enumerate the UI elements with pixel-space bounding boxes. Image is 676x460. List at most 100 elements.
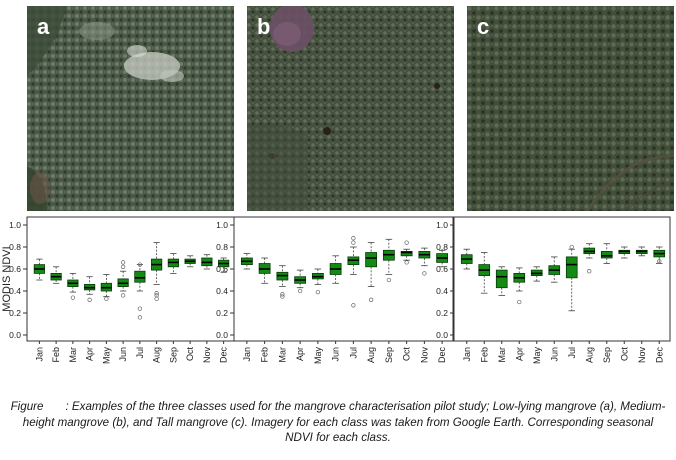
y-tick-label: 1.0 (436, 220, 448, 230)
box-may: May (311, 268, 324, 365)
box-apr: Apr (294, 269, 307, 361)
figure-caption: Figure: Examples of the three classes us… (8, 399, 668, 446)
x-tick-label: Sep (384, 347, 394, 363)
x-tick-label: Jun (118, 347, 128, 362)
box-iqr (400, 251, 413, 257)
box-iqr (495, 269, 508, 289)
x-tick-label: Oct (185, 347, 195, 362)
box-aug: Aug (583, 243, 596, 363)
box-iqr (600, 251, 613, 259)
plot-frame (453, 216, 671, 342)
x-tick-label: Jul (348, 347, 358, 359)
x-tick-label: May (313, 347, 323, 365)
outlier-point (386, 277, 392, 283)
box-jun: Jun (329, 255, 342, 362)
x-tick-label: Oct (619, 347, 629, 362)
x-tick-label: Feb (51, 347, 61, 363)
plot-frame (233, 216, 454, 342)
box-jan: Jan (33, 258, 45, 362)
outlier-point (404, 240, 409, 245)
y-tick-label: 0.0 (216, 330, 228, 340)
box-oct: Oct (618, 246, 631, 362)
y-tick-label: 0.8 (216, 242, 228, 252)
outlier-point (137, 306, 143, 311)
box-nov: Nov (201, 254, 213, 363)
outlier-point (120, 264, 126, 269)
outlier-point (154, 293, 159, 298)
outlier-point (87, 297, 92, 302)
x-tick-label: Jan (242, 347, 252, 362)
y-tick-label: 0.2 (436, 308, 448, 318)
box-jan: Jan (460, 248, 473, 362)
y-tick-label: 0.8 (9, 242, 21, 252)
box-oct: Oct (400, 240, 413, 362)
x-tick-label: Jan (462, 347, 472, 362)
box-may: May (530, 266, 543, 364)
x-tick-label: Aug (366, 347, 376, 363)
chart-tall: 0.0 0.2 0.4 0.6 0.8 1.0 Jan Feb Mar Apr May Jun Jul A… (436, 216, 671, 364)
y-tick-label: 1.0 (216, 220, 228, 230)
outlier-point (70, 295, 76, 300)
outlier-point (315, 289, 321, 295)
x-tick-label: May (101, 347, 111, 365)
box-oct: Oct (184, 255, 196, 362)
box-nov: Nov (635, 246, 648, 364)
x-tick-label: Apr (514, 347, 524, 361)
box-iqr (134, 270, 146, 283)
box-jan: Jan (240, 253, 253, 362)
outlier-point (351, 236, 356, 241)
panel-letter-a: a (37, 14, 50, 39)
x-tick-label: Jun (549, 347, 559, 362)
outlier-point (404, 260, 409, 265)
y-tick-label: 0.4 (216, 286, 228, 296)
outlier-point (120, 260, 126, 265)
x-tick-label: Mar (497, 347, 507, 363)
x-tick-label: Dec (437, 347, 447, 364)
box-dec: Dec (218, 257, 230, 363)
x-tick-label: Mar (68, 347, 78, 363)
box-mar: Mar (67, 273, 79, 363)
satellite-image-b: b (247, 6, 454, 211)
x-tick-label: Aug (152, 347, 162, 363)
x-tick-label: Oct (402, 347, 412, 362)
outlier-point (137, 262, 143, 267)
chart-low-lying: 0.0 0.2 0.4 0.6 0.8 1.0 Jan Feb Mar Apr May Jun Jul A… (9, 216, 235, 365)
x-tick-label: Sep (168, 347, 178, 363)
outlier-point (351, 303, 356, 308)
y-tick-label: 0.0 (9, 330, 21, 340)
y-tick-label: 0.2 (216, 308, 228, 318)
outlier-point (569, 244, 574, 250)
box-nov: Nov (418, 247, 431, 363)
box-aug: Aug (151, 242, 163, 363)
box-feb: Feb (50, 266, 62, 363)
y-tick-label: 0.6 (436, 264, 448, 274)
box-feb: Feb (478, 252, 491, 363)
x-tick-label: Sep (602, 347, 612, 363)
box-apr: Apr (513, 267, 526, 361)
outlier-point (422, 271, 427, 276)
box-jul: Jul (134, 262, 146, 359)
box-jun: Jun (548, 256, 561, 362)
outlier-point (104, 296, 109, 301)
x-tick-label: Nov (637, 347, 647, 364)
box-aug: Aug (365, 242, 378, 363)
box-iqr (565, 256, 578, 279)
x-tick-label: Jul (567, 347, 577, 359)
outlier-point (137, 315, 143, 320)
outlier-point (587, 269, 592, 274)
panel-letter-b: b (257, 14, 271, 39)
outlier-point (351, 240, 356, 245)
outlier-point (657, 259, 662, 264)
box-jul: Jul (347, 236, 360, 359)
y-tick-label: 0.0 (436, 330, 448, 340)
caption-text: : Examples of the three classes used for… (22, 400, 666, 444)
y-tick-label: 0.8 (436, 242, 448, 252)
x-tick-label: Feb (260, 347, 270, 363)
y-tick-label: 0.6 (9, 264, 21, 274)
panel-letter-c: c (477, 14, 490, 39)
x-tick-label: Apr (85, 347, 95, 361)
x-tick-label: Apr (295, 347, 305, 361)
y-tick-label: 0.4 (9, 286, 21, 296)
outlier-point (297, 288, 303, 294)
y-tick-label: 0.4 (436, 286, 448, 296)
